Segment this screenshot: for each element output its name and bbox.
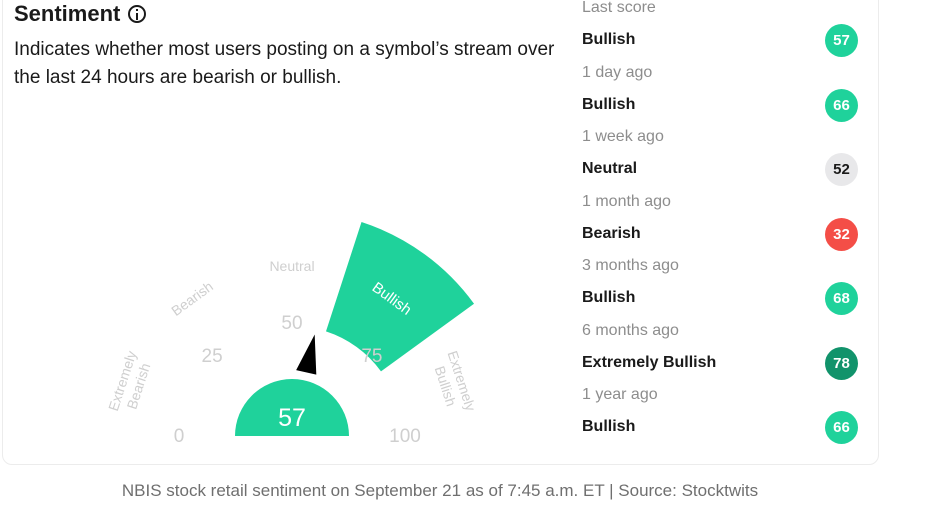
gauge-hub: [235, 379, 349, 436]
widget-title-text: Sentiment: [14, 1, 121, 26]
history-score-badge: 68: [825, 282, 858, 315]
history-score-badge: 57: [825, 24, 858, 57]
gauge-tick-label: 25: [202, 346, 223, 367]
history-sentiment-label: Extremely Bullish: [582, 353, 717, 371]
gauge-tick-label: 0: [174, 426, 185, 447]
gauge-tick-label: 50: [281, 313, 302, 334]
figure-caption: NBIS stock retail sentiment on September…: [121, 481, 759, 500]
gauge-zone-label: Neutral: [269, 258, 314, 274]
history-sentiment-label: Bearish: [582, 224, 641, 242]
history-row: Last score Bullish 57: [582, 0, 862, 64]
history-sentiment-label: Neutral: [582, 160, 638, 177]
history-score-badge: 52: [825, 153, 858, 186]
history-time: Last score: [582, 0, 656, 16]
sentiment-card: [2, 0, 879, 465]
history-sentiment-label: Bullish: [582, 418, 636, 435]
gauge-zone-label: Bearish: [168, 278, 216, 319]
gauge-score: 57: [278, 404, 306, 432]
history-time: 3 months ago: [582, 257, 679, 274]
gauge-needle: [296, 334, 317, 375]
history-sentiment-label: Bullish: [582, 95, 636, 113]
history-time: 1 month ago: [582, 192, 671, 210]
gauge-zone-label: ExtremelyBearish: [105, 349, 156, 418]
history-time: 1 week ago: [582, 128, 664, 145]
widget-description: Indicates whether most users posting on …: [14, 39, 555, 88]
history-time: 1 day ago: [582, 63, 653, 81]
history-row: 6 months ago Extremely Bullish 78: [582, 321, 862, 387]
history-row: 1 year ago Bullish 66: [582, 386, 862, 451]
info-icon[interactable]: [128, 5, 147, 23]
widget-title: Sentiment: [14, 1, 147, 27]
history-row: 1 month ago Bearish 32: [582, 192, 862, 258]
gauge-tick-label: 75: [361, 346, 382, 367]
history-time: 6 months ago: [582, 321, 679, 339]
sentiment-gauge: 57 0 25 50 75 100 ExtremelyBearish Bearish Neutr…: [105, 222, 479, 447]
history-sentiment-label: Bullish: [582, 289, 636, 306]
history-score-badge: 32: [825, 217, 858, 251]
history-row: 1 day ago Bullish 66: [582, 63, 862, 129]
history-row: 3 months ago Bullish 68: [582, 257, 862, 322]
history-score-badge: 66: [825, 88, 858, 122]
history-score-badge: 66: [825, 411, 858, 444]
history-time: 1 year ago: [582, 386, 658, 403]
history-score-badge: 78: [825, 346, 858, 380]
history-row: 1 week ago Neutral 52: [582, 128, 862, 193]
gauge-zone-label: ExtremelyBullish: [428, 349, 479, 418]
history-sentiment-label: Bullish: [582, 31, 636, 48]
gauge-tick-label: 100: [389, 426, 421, 447]
gauge-active-zone: [325, 222, 475, 372]
